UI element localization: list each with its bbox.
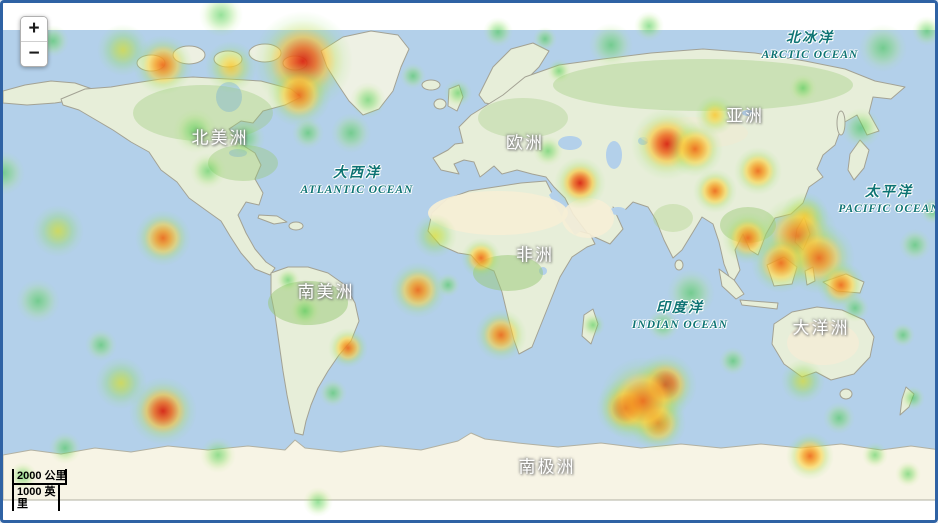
zoom-divider: [21, 41, 47, 42]
scale-mi-segment: 1000 英里: [12, 485, 60, 511]
zoom-control: + −: [20, 16, 48, 67]
map-viewport[interactable]: 北美洲 南美洲 欧洲 非洲 亚洲 大洋洲 南极洲 北冰洋 ARCTIC OCEAN 大西洋 ATLA…: [3, 3, 935, 520]
scale-mi-label: 1000 英里: [17, 486, 56, 510]
world-map-tiles[interactable]: [3, 3, 938, 523]
zoom-out-button[interactable]: −: [21, 42, 47, 66]
scale-km-segment: 2000 公里: [12, 469, 67, 485]
scale-bar: 2000 公里 1000 英里: [12, 469, 67, 511]
zoom-in-button[interactable]: +: [21, 17, 47, 41]
scale-km-label: 2000 公里: [17, 470, 67, 482]
